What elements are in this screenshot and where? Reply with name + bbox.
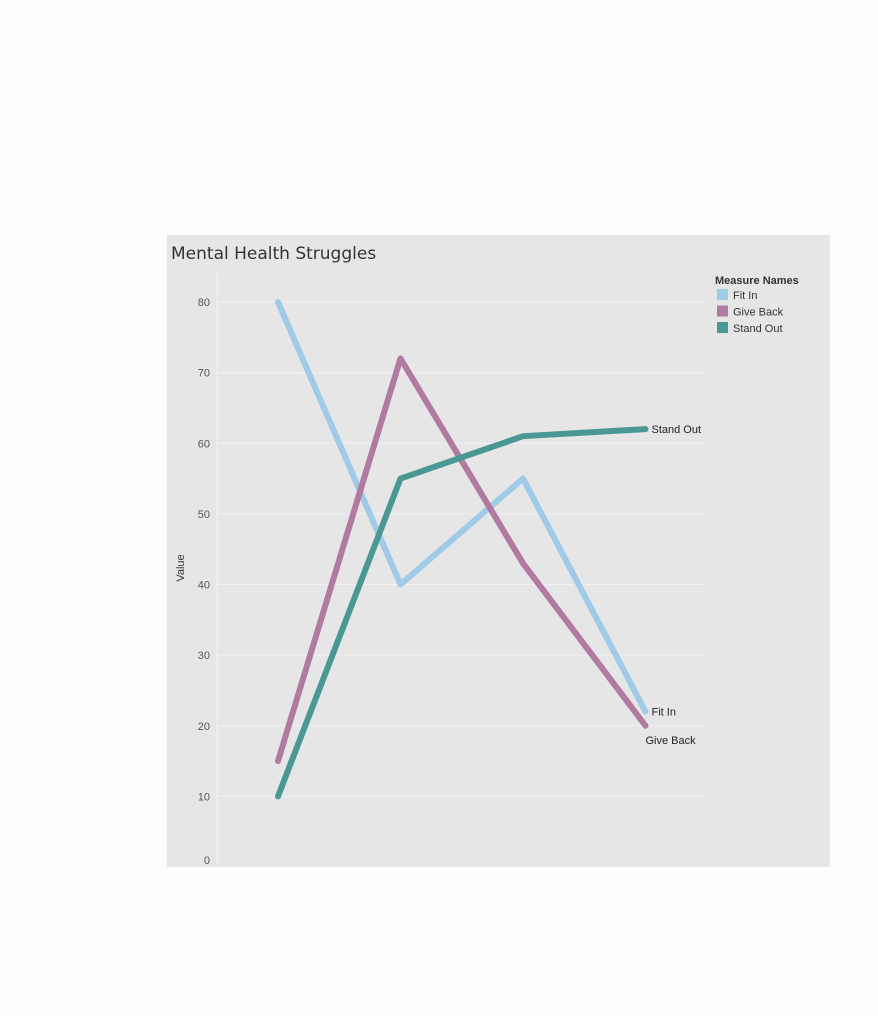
series-end-label: Fit In — [652, 707, 676, 719]
legend-title: Measure Names — [715, 275, 799, 287]
y-tick-label: 30 — [198, 650, 210, 662]
legend-item-label: Stand Out — [733, 323, 783, 335]
y-tick-label: 60 — [198, 438, 210, 450]
y-tick-label: 70 — [198, 368, 210, 380]
legend-swatch — [717, 305, 728, 317]
series-end-label: Give Back — [646, 735, 697, 747]
y-tick-label: 40 — [198, 580, 210, 592]
y-tick-label: 20 — [198, 721, 210, 733]
y-axis-ticks: 0 10 20 30 40 50 60 70 80 — [198, 297, 210, 867]
series-end-labels: Fit In Give Back Stand Out — [646, 424, 702, 747]
y-axis-label: Value — [175, 554, 187, 581]
legend: Measure Names Fit In Give Back Stand Out — [715, 275, 799, 335]
series-line-stand-out — [275, 426, 649, 800]
legend-item-label: Give Back — [733, 307, 784, 319]
chart-title: Mental Health Struggles — [171, 244, 376, 264]
legend-swatch — [717, 322, 728, 333]
series-end-label: Stand Out — [652, 424, 702, 436]
legend-swatch — [717, 289, 728, 300]
legend-item-label: Fit In — [733, 290, 757, 302]
series-line-give-back — [275, 355, 649, 765]
y-tick-label: 0 — [204, 855, 210, 867]
y-tick-label: 80 — [198, 297, 210, 309]
y-tick-label: 10 — [198, 791, 210, 803]
gridlines — [217, 301, 706, 797]
y-tick-label: 50 — [198, 509, 210, 521]
series-lines — [275, 299, 649, 800]
series-line-fit-in — [275, 299, 649, 715]
